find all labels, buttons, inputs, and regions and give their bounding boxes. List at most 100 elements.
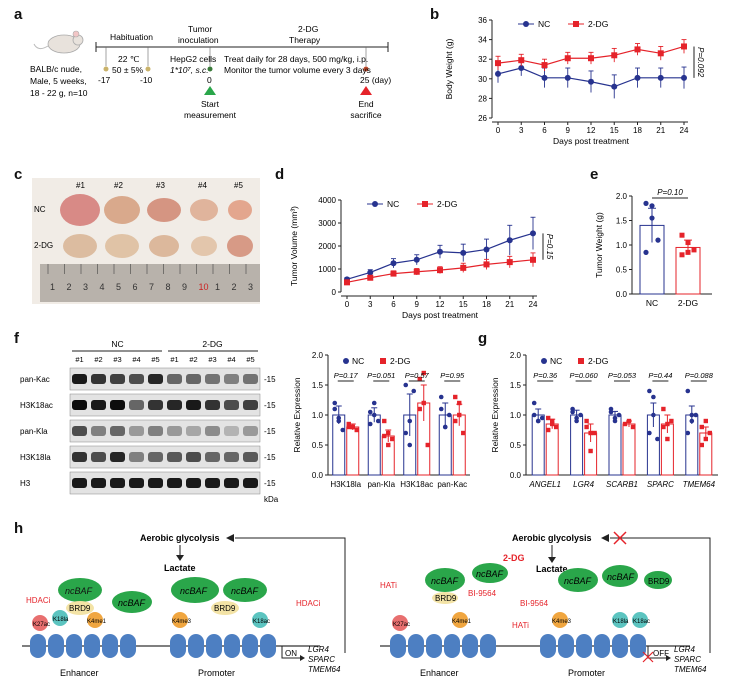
blot-lane-label: #2 [189,355,197,364]
nc-tumors [60,194,252,226]
blot-band [167,374,182,384]
x-tick-label: 6 [391,300,396,309]
data-point [564,55,571,62]
data-point [421,400,426,406]
data-point [530,256,536,263]
data-point [661,424,666,430]
bar-ANGEL1-NC [531,414,545,476]
panel-h-letter: h [14,520,24,537]
legend-nc-label: NC [538,19,550,29]
data-point [446,412,452,418]
blot-band [91,374,106,384]
blot-lane-label: #1 [75,355,83,364]
data-point [546,415,551,421]
data-point [622,421,628,427]
data-point [344,279,350,286]
x-tick-label: 12 [436,300,445,309]
photo-sample-5: #5 [234,181,243,190]
data-point [657,74,664,81]
panel-g-letter: g [478,330,488,347]
x-tick-label: 18 [482,300,491,309]
data-point [550,418,555,424]
y-tick-label: 36 [478,16,487,25]
gene-sparc-left: SPARC [308,655,335,664]
blot-band [167,400,182,410]
data-point [531,412,537,418]
pvalue-label: P=0.053 [608,371,637,380]
data-point [564,74,571,81]
ncbaf-right-3: ncBAF [564,576,592,586]
ruler-label: 5 [116,282,121,292]
blot-strip [69,471,261,495]
legend-nc-marker [541,358,547,364]
data-point [685,249,691,255]
mouse-line-1: BALB/c nude, [30,64,82,74]
data-point [657,50,664,57]
mouse-line-2: Male, 5 weeks, [30,76,87,86]
data-point [611,83,618,90]
data-point [518,65,525,72]
data-point [453,418,458,424]
blot-band [129,478,144,488]
ruler-label: 8 [166,282,171,292]
aerobic-right: Aerobic glycolysis [512,533,592,543]
blot-band [72,374,87,384]
start-triangle-icon [204,86,216,95]
blot-band [129,426,144,436]
brd9-left-2: BRD9 [214,604,236,613]
pvalue-label: P=0.95 [440,371,465,380]
data-point [367,274,374,281]
y-tick-label: 0.0 [616,290,628,299]
brd9-right-1: BRD9 [435,594,457,603]
data-point [438,406,444,412]
data-point [367,269,374,276]
legend-dg-marker [422,201,428,207]
panel-d-letter: d [275,166,285,183]
lactate-left: Lactate [164,563,196,573]
data-point [437,267,443,274]
data-point [691,247,697,253]
blot-band [243,400,258,410]
data-point [681,43,687,50]
blot-band [72,478,87,488]
legend-dg-marker [578,358,584,364]
data-point [413,268,420,275]
blot-lane-label: #5 [246,355,254,364]
mouse-line-3: 18 - 22 g, n=10 [30,88,88,98]
cells-dose: 1*10⁷, s.c. [170,65,209,75]
end-label-2: sacrifice [350,110,381,120]
pvalue-label: P=0.36 [533,371,558,380]
hab-temp: 22 ℃ [118,54,140,64]
blot-band [110,478,125,488]
bi-right-2: BI-9564 [520,599,549,608]
blot-band [91,400,106,410]
data-point [411,388,417,394]
data-point [588,430,593,436]
x-tick-label: TMEM64 [683,480,716,489]
pvalue-label: P=0.060 [570,371,599,380]
y-tick-label: 0.5 [510,441,522,450]
data-point [655,436,660,442]
blot-band [186,400,201,410]
y-tick-label: 1.5 [616,217,628,226]
data-point [407,418,413,424]
blot-band [110,400,125,410]
legend-dg-label: 2-DG [390,356,410,366]
x-tick-label: 3 [368,300,373,309]
photo-row-2dg: 2-DG [34,241,53,250]
bar-H3K18la-2-DG [346,426,360,476]
x-tick-label: 15 [459,300,468,309]
blot-lane-label: #4 [227,355,235,364]
data-point [539,415,545,421]
data-point [403,382,409,388]
hdaci-left-1: HDACi [26,596,51,605]
right-marks: K27ac K4me1 K4me3 K18la K18ac [392,612,650,631]
y-tick-label: 32 [478,55,487,64]
blot-marker: -15 [264,453,276,462]
data-point [390,270,397,277]
tick-minus17: -17 [98,75,111,85]
x-tick-label: 21 [656,126,665,135]
legend-nc-label: NC [550,356,562,366]
y-tick-label: 1.5 [510,381,522,390]
blot-band [224,400,239,410]
